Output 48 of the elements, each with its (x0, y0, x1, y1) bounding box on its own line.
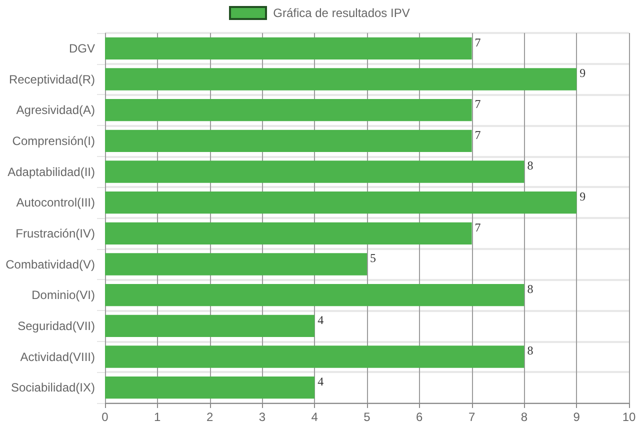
data-label: 8 (527, 158, 534, 173)
data-label: 7 (474, 220, 481, 234)
y-tick-label: Agresividad(A) (16, 103, 95, 118)
bar (105, 346, 524, 368)
bar (105, 98, 472, 122)
y-tick-label: Adaptabilidad(II) (8, 164, 95, 179)
y-tick-label: Autocontrol(III) (16, 196, 95, 210)
bar (105, 222, 472, 245)
data-label: 7 (474, 96, 481, 111)
x-tick-label: 8 (520, 410, 528, 424)
x-tick-label: 10 (622, 410, 636, 424)
y-tick-label: Combatividad(V) (6, 257, 95, 272)
x-tick-label: 3 (258, 410, 266, 424)
y-tick-label: Seguridad(VII) (18, 318, 95, 333)
data-label: 4 (318, 374, 324, 388)
bar (105, 191, 577, 214)
data-label: 9 (580, 66, 586, 80)
y-tick-label: Actividad(VIII) (20, 350, 95, 364)
data-label: 9 (580, 189, 586, 204)
x-tick-label: 1 (154, 410, 162, 424)
data-label: 8 (527, 282, 534, 296)
x-tick-label: 6 (416, 410, 424, 424)
bar (105, 160, 524, 183)
bar (105, 314, 315, 338)
bar (105, 253, 367, 276)
x-tick-label: 2 (206, 410, 214, 424)
x-tick-label: 0 (102, 410, 109, 424)
x-tick-label: 4 (311, 410, 318, 424)
y-tick-label: Comprensión(I) (12, 134, 95, 148)
data-label: 4 (318, 312, 324, 327)
data-label: 8 (527, 344, 534, 358)
y-tick-label: Dominio(VI) (32, 288, 95, 302)
data-label: 7 (474, 128, 481, 142)
x-tick-label: 7 (468, 410, 476, 424)
bar (105, 37, 472, 60)
bar (105, 284, 524, 306)
x-tick-label: 5 (364, 410, 371, 424)
data-label: 5 (370, 251, 376, 266)
series-label: Gráfica de resultados IPV (273, 6, 410, 20)
y-tick-label: Sociabilidad(IX) (10, 380, 95, 395)
bar (105, 68, 577, 90)
y-tick-label: Frustración(IV) (16, 226, 95, 240)
bar (105, 376, 315, 399)
bar (105, 130, 472, 152)
y-tick-label: Receptividad(R) (8, 72, 95, 86)
x-tick-label: 9 (573, 410, 580, 424)
data-label: 7 (474, 35, 481, 50)
y-tick-label: DGV (68, 41, 95, 56)
